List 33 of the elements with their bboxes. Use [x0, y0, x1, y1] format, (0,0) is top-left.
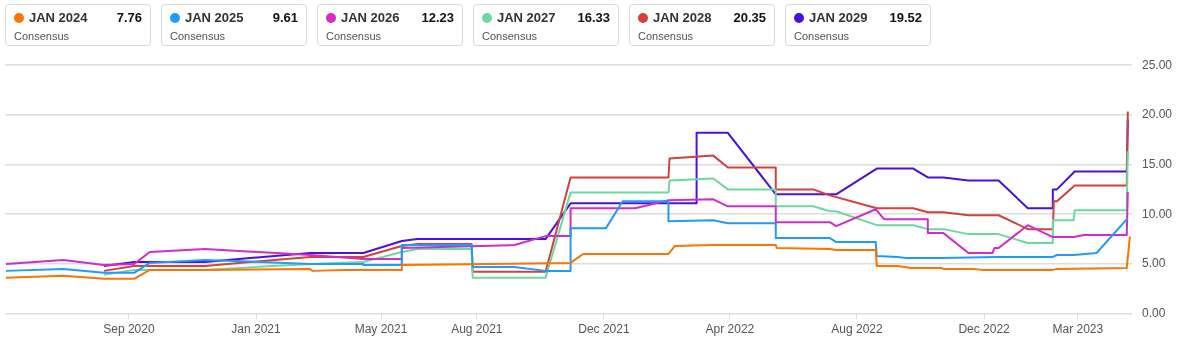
y-tick-label: 25.00	[1141, 57, 1173, 72]
x-tick-label: Aug 2022	[831, 322, 884, 337]
y-tick-label: 20.00	[1141, 107, 1173, 122]
x-tick-label: Sep 2020	[103, 322, 155, 337]
legend-label: JAN 2026	[341, 10, 400, 25]
text: Consensus	[14, 30, 71, 42]
text: 12.23	[421, 10, 454, 25]
y-tick-label: 5.00	[1141, 256, 1166, 271]
x-tick-label: Dec 2022	[958, 322, 1011, 337]
y-tick-label: 10.00	[1141, 206, 1173, 221]
legend-label: JAN 2029	[809, 10, 868, 25]
text: Consensus	[170, 30, 227, 42]
x-tick-label: Mar 2023	[1052, 322, 1104, 337]
x-tick-label: Aug 2021	[451, 322, 503, 337]
text: Consensus	[326, 30, 383, 42]
y-tick-label: 15.00	[1141, 156, 1173, 171]
y-tick-label: 0.00	[1141, 305, 1166, 320]
text: 19.52	[889, 10, 922, 25]
text: Consensus	[638, 30, 695, 42]
legend-label: JAN 2024	[29, 10, 88, 25]
text: 9.61	[272, 10, 298, 25]
x-tick-label: Dec 2021	[578, 322, 630, 337]
text: 16.33	[577, 10, 610, 25]
text: Consensus	[482, 30, 539, 42]
legend-label: JAN 2025	[185, 10, 244, 25]
legend-label: JAN 2028	[653, 10, 712, 25]
x-tick-label: May 2021	[354, 322, 408, 337]
text: 20.35	[733, 10, 766, 25]
x-tick-label: Jan 2021	[231, 322, 282, 337]
legend-label: JAN 2027	[497, 10, 556, 25]
text: Consensus	[794, 30, 851, 42]
x-tick-label: Apr 2022	[705, 322, 755, 337]
text: 7.76	[116, 10, 142, 25]
